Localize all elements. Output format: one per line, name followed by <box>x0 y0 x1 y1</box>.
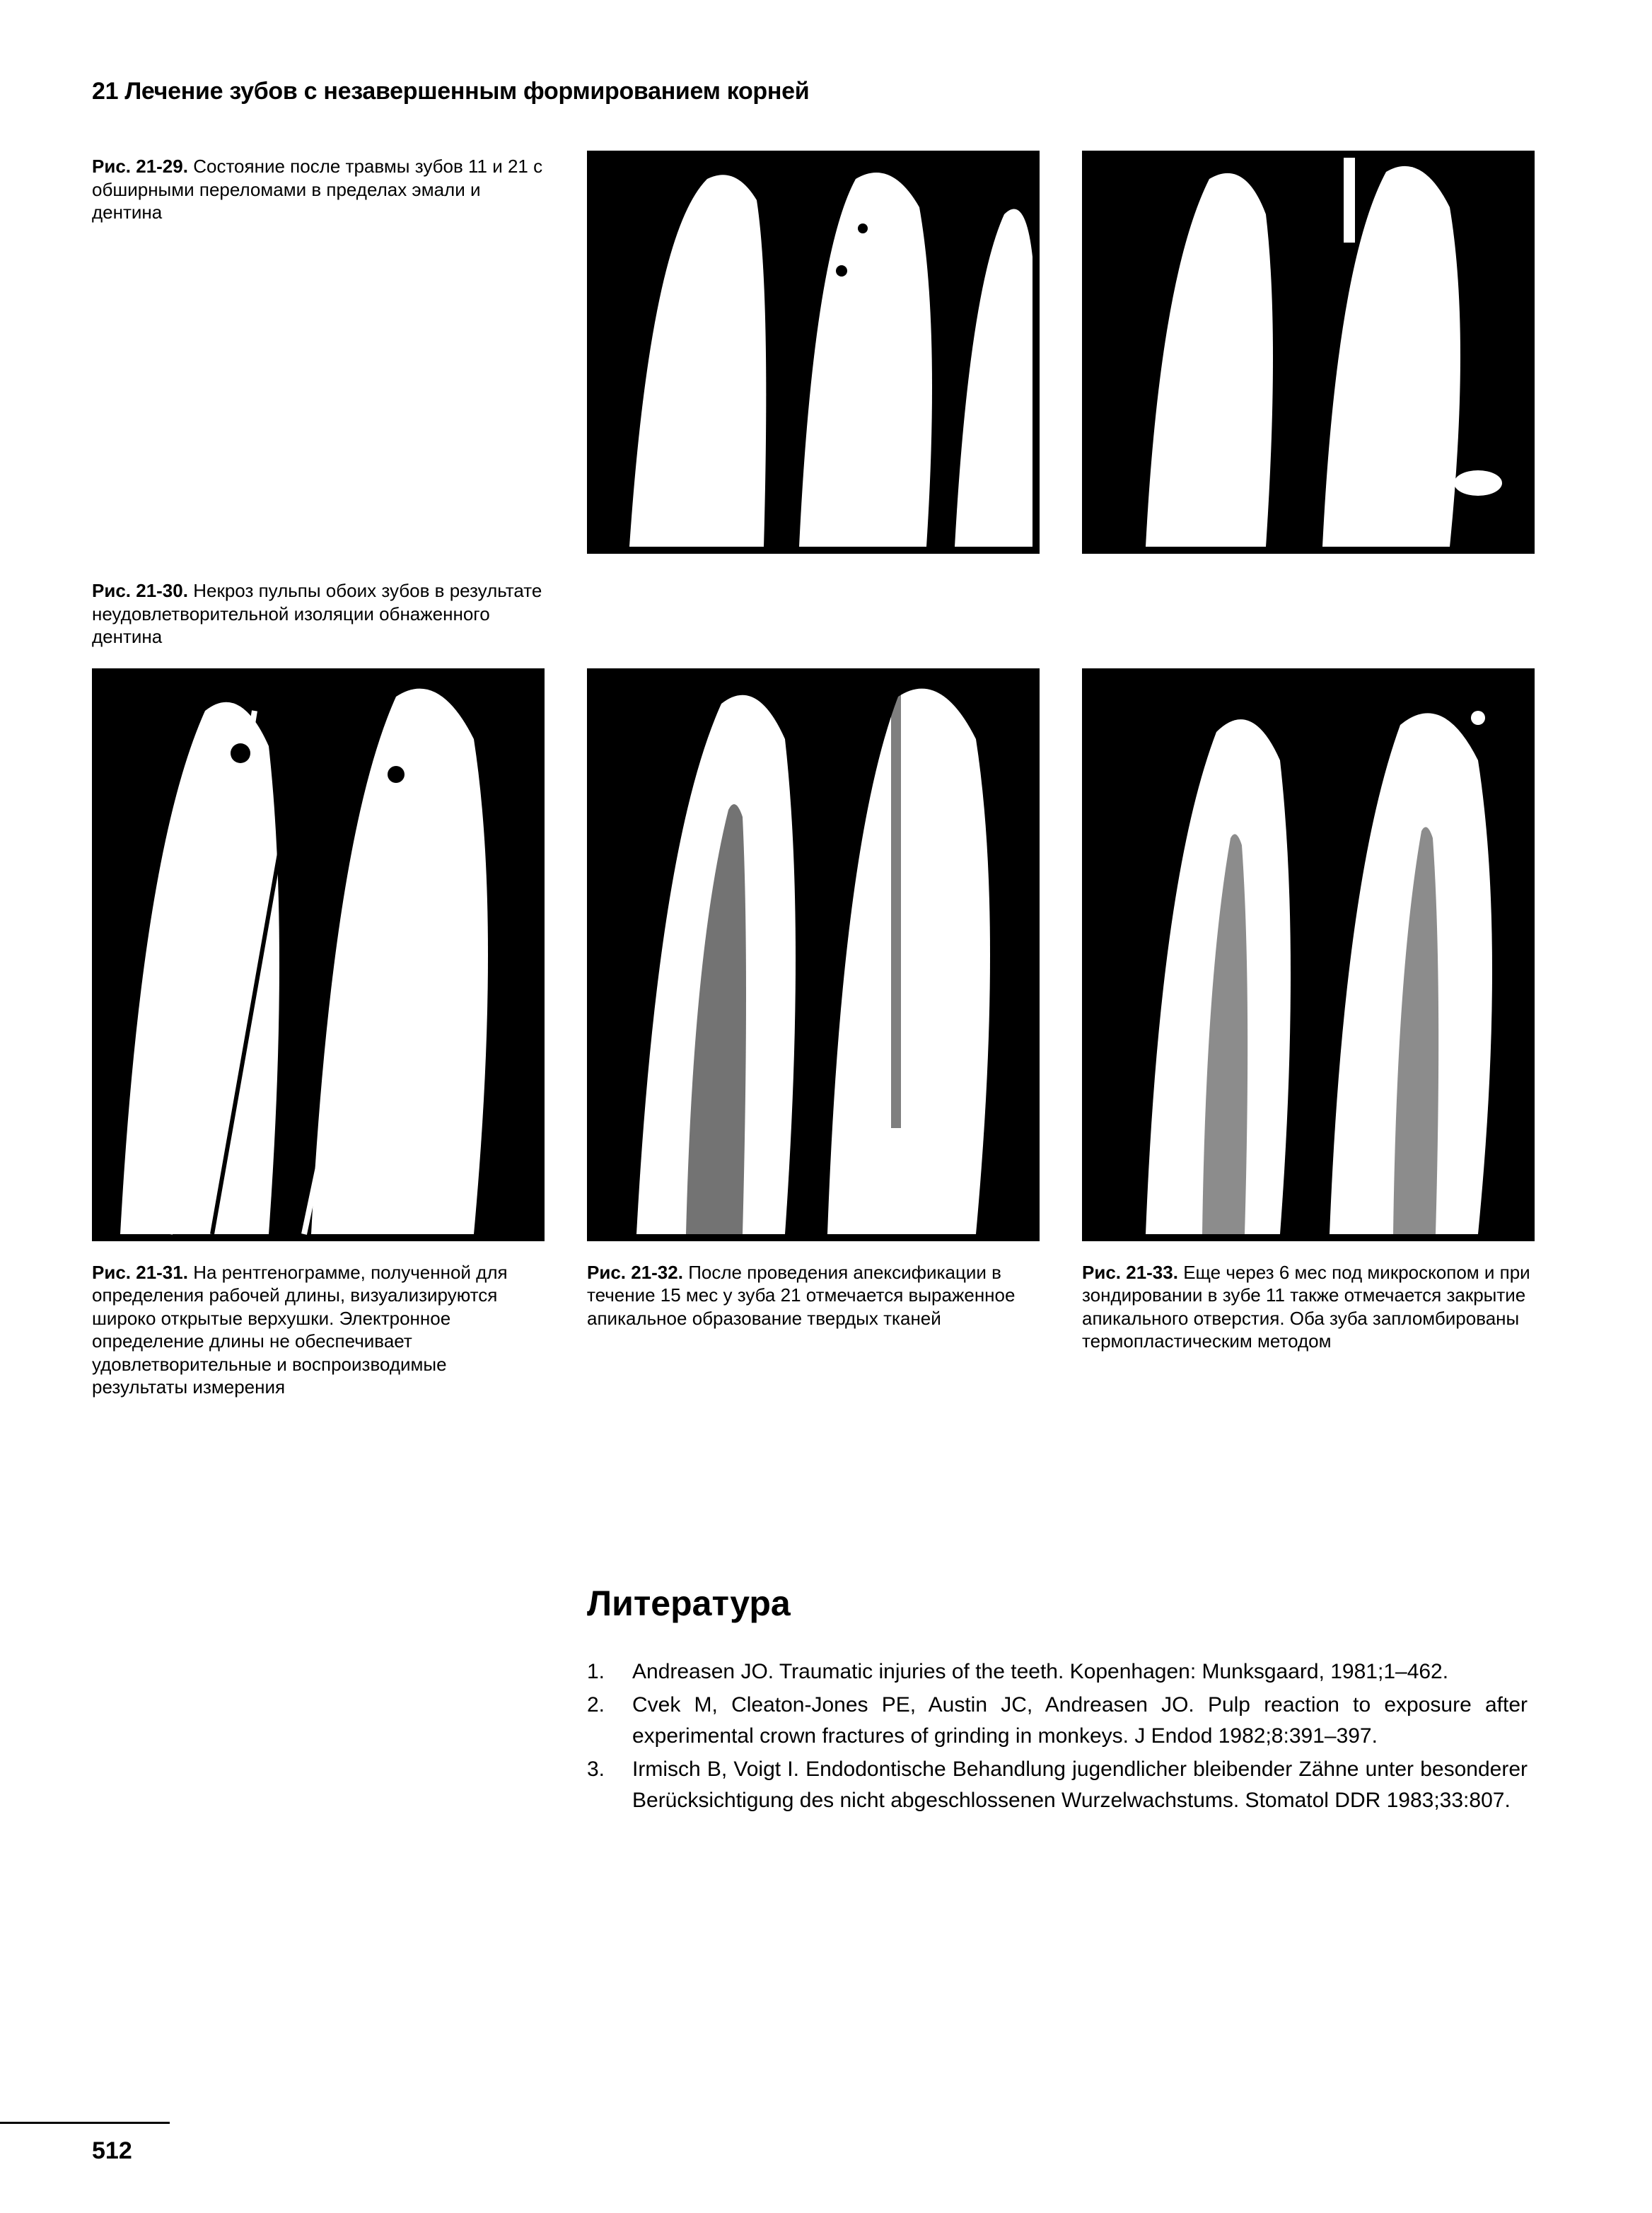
cell-r3c1 <box>92 668 545 1241</box>
figure-21-29a <box>587 151 1040 554</box>
literature-item-num: 3. <box>587 1754 632 1816</box>
spacer <box>92 1241 1535 1261</box>
figure-grid: Рис. 21-29. Состояние после травмы зубов… <box>92 155 1560 1399</box>
fig-29-caption: Рис. 21-29. Состояние после травмы зубов… <box>92 155 545 224</box>
literature-item-text: Andreasen JO. Traumatic injuries of the … <box>632 1656 1528 1688</box>
chapter-title: 21 Лечение зубов с незавершенным формиро… <box>92 78 1560 105</box>
page-number: 512 <box>92 2137 132 2165</box>
cell-r1c2 <box>587 155 1040 554</box>
cell-r4c2: Рис. 21-32. После проведения апексификац… <box>587 1261 1040 1399</box>
cell-r1c1: Рис. 21-29. Состояние после травмы зубов… <box>92 155 545 554</box>
literature-item-text: Cvek M, Cleaton-Jones PE, Austin JC, And… <box>632 1690 1528 1751</box>
fig-32-caption: Рис. 21-32. После проведения апексификац… <box>587 1261 1040 1330</box>
figure-21-31 <box>92 668 545 1241</box>
fig-33-label: Рис. 21-33. <box>1082 1262 1178 1283</box>
cell-r1c3 <box>1082 155 1535 554</box>
fig-31-label: Рис. 21-31. <box>92 1262 188 1283</box>
cell-r2c1: Рис. 21-30. Некроз пульпы обоих зубов в … <box>92 579 545 649</box>
spacer <box>92 554 1535 579</box>
fig-29-label: Рис. 21-29. <box>92 156 188 177</box>
literature-item: 3. Irmisch B, Voigt I. Endodontische Beh… <box>587 1754 1528 1816</box>
literature-item: 1. Andreasen JO. Traumatic injuries of t… <box>587 1656 1528 1688</box>
literature-item: 2. Cvek M, Cleaton-Jones PE, Austin JC, … <box>587 1690 1528 1751</box>
cell-r3c2 <box>587 668 1040 1241</box>
literature-title: Литература <box>587 1583 1528 1624</box>
figure-21-32 <box>587 668 1040 1241</box>
literature-section: Литература 1. Andreasen JO. Traumatic in… <box>587 1583 1528 1816</box>
spacer <box>92 649 1535 668</box>
cell-r2c3 <box>1082 579 1535 649</box>
cell-r2c2 <box>587 579 1040 649</box>
fig-30-label: Рис. 21-30. <box>92 580 188 601</box>
literature-item-text: Irmisch B, Voigt I. Endodontische Behand… <box>632 1754 1528 1816</box>
literature-list: 1. Andreasen JO. Traumatic injuries of t… <box>587 1656 1528 1816</box>
fig-30-caption: Рис. 21-30. Некроз пульпы обоих зубов в … <box>92 579 545 649</box>
fig-31-caption: Рис. 21-31. На рентгенограмме, полученно… <box>92 1261 545 1399</box>
cell-r4c1: Рис. 21-31. На рентгенограмме, полученно… <box>92 1261 545 1399</box>
cell-r3c3 <box>1082 668 1535 1241</box>
literature-item-num: 2. <box>587 1690 632 1751</box>
figure-21-29b <box>1082 151 1535 554</box>
cell-r4c3: Рис. 21-33. Еще через 6 мес под микроско… <box>1082 1261 1535 1399</box>
footer-rule <box>0 2122 170 2124</box>
literature-item-num: 1. <box>587 1656 632 1688</box>
page: 21 Лечение зубов с незавершенным формиро… <box>0 0 1652 2213</box>
fig-32-label: Рис. 21-32. <box>587 1262 683 1283</box>
figure-21-33 <box>1082 668 1535 1241</box>
fig-33-caption: Рис. 21-33. Еще через 6 мес под микроско… <box>1082 1261 1535 1353</box>
